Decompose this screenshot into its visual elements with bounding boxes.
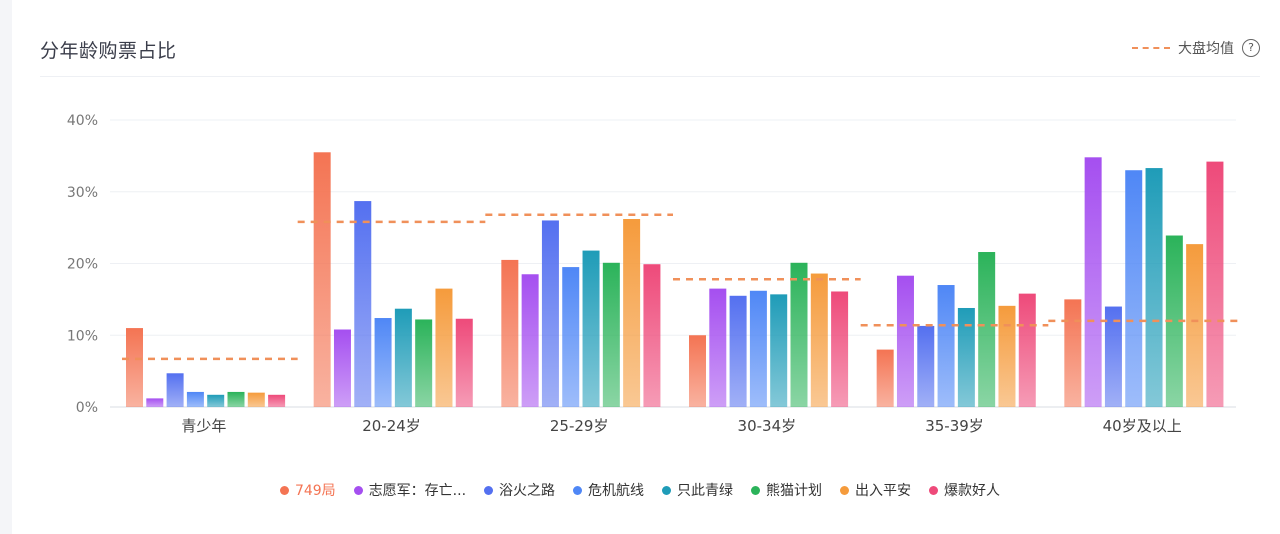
legend-item[interactable]: 出入平安 (840, 480, 911, 500)
legend-label: 熊猫计划 (766, 483, 823, 499)
legend-label: 749局 (294, 483, 336, 499)
legend-label: 爆款好人 (944, 483, 1001, 499)
legend-label: 志愿军：存亡... (368, 483, 467, 499)
bar (689, 335, 706, 407)
bar (333, 329, 351, 407)
legend-item[interactable]: 浴火之路 (484, 480, 555, 500)
average-legend: 大盘均值 ? (1132, 38, 1260, 58)
y-tick-label: 40% (67, 113, 98, 129)
bar (623, 219, 641, 407)
bar (876, 349, 894, 407)
bar (146, 398, 164, 407)
bar (582, 250, 600, 407)
legend-dot (573, 485, 583, 495)
bar (126, 328, 143, 407)
bar (810, 273, 828, 407)
legend-dot (662, 485, 672, 495)
legend-item[interactable]: 危机航线 (573, 480, 644, 500)
x-tick-label: 25-29岁 (550, 417, 609, 435)
bar (1084, 157, 1102, 407)
bar (1186, 244, 1204, 407)
bar (896, 275, 914, 407)
legend-dot (751, 485, 761, 495)
legend-item[interactable]: 熊猫计划 (751, 480, 822, 500)
legend-item[interactable]: 只此青绿 (662, 480, 733, 500)
bar (937, 285, 955, 407)
bar (1064, 299, 1082, 407)
bar (501, 259, 519, 407)
bar (394, 308, 412, 407)
bar (415, 319, 433, 407)
bar (770, 294, 788, 407)
bar (247, 392, 265, 407)
legend-item[interactable]: 志愿军：存亡... (353, 480, 467, 500)
bar (268, 394, 286, 407)
x-tick-label: 40岁及以上 (1103, 417, 1182, 435)
bar (917, 325, 935, 407)
bar (227, 391, 245, 407)
legend-label: 危机航线 (588, 483, 645, 499)
legend-dot (484, 485, 494, 495)
legend-dot (279, 485, 289, 495)
bar (1145, 168, 1163, 407)
bar (1125, 170, 1143, 407)
x-tick-label: 35-39岁 (925, 417, 984, 435)
bar (957, 307, 975, 407)
average-line-swatch (1132, 47, 1170, 49)
y-tick-label: 10% (67, 328, 98, 344)
bar (541, 220, 559, 407)
x-tick-label: 30-34岁 (738, 417, 797, 435)
header-divider (40, 76, 1260, 77)
bar (455, 318, 473, 407)
bar (790, 262, 808, 407)
legend-label: 浴火之路 (499, 483, 556, 499)
bar (374, 318, 392, 407)
y-tick-label: 0% (76, 400, 98, 416)
bar (313, 152, 331, 407)
x-tick-label: 青少年 (181, 417, 226, 435)
bar (602, 262, 620, 407)
legend-label: 出入平安 (855, 483, 912, 499)
legend-dot (929, 485, 939, 495)
average-legend-label: 大盘均值 (1178, 41, 1234, 57)
bar (1165, 235, 1183, 407)
legend-dot (353, 485, 363, 495)
legend-item[interactable]: 749局 (279, 480, 336, 500)
legend-dot (840, 485, 850, 495)
bar (207, 394, 225, 407)
bar (435, 288, 453, 407)
bar (1104, 306, 1122, 407)
x-tick-label: 20-24岁 (362, 417, 421, 435)
question-circle-icon[interactable]: ? (1242, 39, 1260, 57)
legend-label: 只此青绿 (677, 483, 734, 499)
bar (1206, 161, 1224, 407)
bar (709, 288, 727, 407)
bar (729, 295, 747, 407)
bar (998, 305, 1016, 407)
bar (186, 391, 204, 407)
y-tick-label: 30% (67, 185, 98, 201)
y-tick-label: 20% (67, 257, 98, 273)
bar (562, 267, 580, 407)
page-title: 分年龄购票占比 (40, 40, 177, 62)
bar (354, 201, 372, 407)
legend-item[interactable]: 爆款好人 (929, 480, 1000, 500)
bar (166, 373, 184, 407)
bar (749, 290, 767, 407)
bar (978, 252, 996, 407)
chart-legend: 749局 志愿军：存亡... 浴火之路 危机航线 只此青绿 熊猫计划 出入平安 爆款好人 (0, 480, 1280, 500)
bar (1018, 293, 1036, 407)
bar (521, 274, 539, 407)
bar (643, 264, 661, 407)
bar (831, 291, 849, 407)
